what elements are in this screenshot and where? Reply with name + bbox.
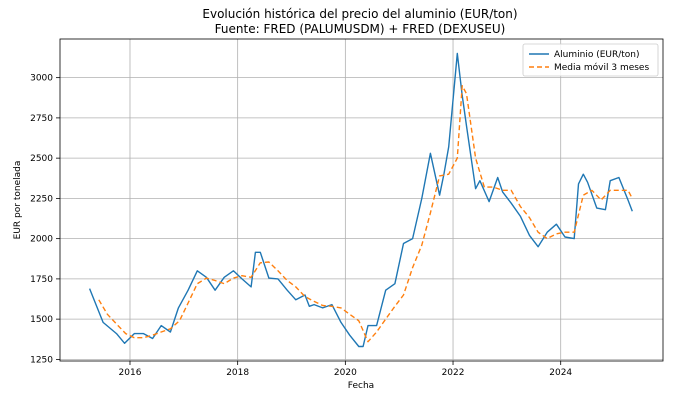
series-line-1 <box>88 52 633 348</box>
y-tick-label: 2500 <box>30 154 53 164</box>
chart-subtitle: Fuente: FRED (PALUMUSDM) + FRED (DEXUSEU… <box>215 22 506 36</box>
legend-box <box>522 43 659 77</box>
y-tick-label: 1500 <box>30 315 53 325</box>
y-axis-label: EUR por tonelada <box>13 161 23 240</box>
x-tick-label: 2024 <box>549 368 572 378</box>
plot-frame <box>59 38 664 362</box>
x-tick-label: 2022 <box>442 368 465 378</box>
x-tick-label: 2018 <box>226 368 249 378</box>
y-tick-label: 1250 <box>30 355 53 365</box>
x-axis-label: Fecha <box>348 381 374 391</box>
y-tick-label: 2250 <box>30 194 53 204</box>
y-tick-label: 2750 <box>30 114 53 124</box>
x-axis-ticks: 2016 2018 2020 2022 2024 <box>119 361 572 378</box>
legend: Aluminio (EUR/ton) Media móvil 3 meses <box>522 43 659 77</box>
x-tick-label: 2020 <box>334 368 357 378</box>
y-tick-label: 2000 <box>30 235 53 245</box>
series-layer <box>88 52 633 348</box>
legend-label-2: Media móvil 3 meses <box>554 62 649 73</box>
legend-label-1: Aluminio (EUR/ton) <box>554 50 640 60</box>
series-line-2 <box>98 84 633 343</box>
y-tick-label: 3000 <box>30 74 53 84</box>
chart-title: Evolución histórica del precio del alumi… <box>202 7 517 21</box>
y-tick-label: 1750 <box>30 275 53 285</box>
x-tick-label: 2016 <box>119 368 142 378</box>
y-axis-ticks: 1250 1500 1750 2000 2250 2500 2750 3000 <box>30 74 60 365</box>
grid-lines <box>60 39 663 361</box>
